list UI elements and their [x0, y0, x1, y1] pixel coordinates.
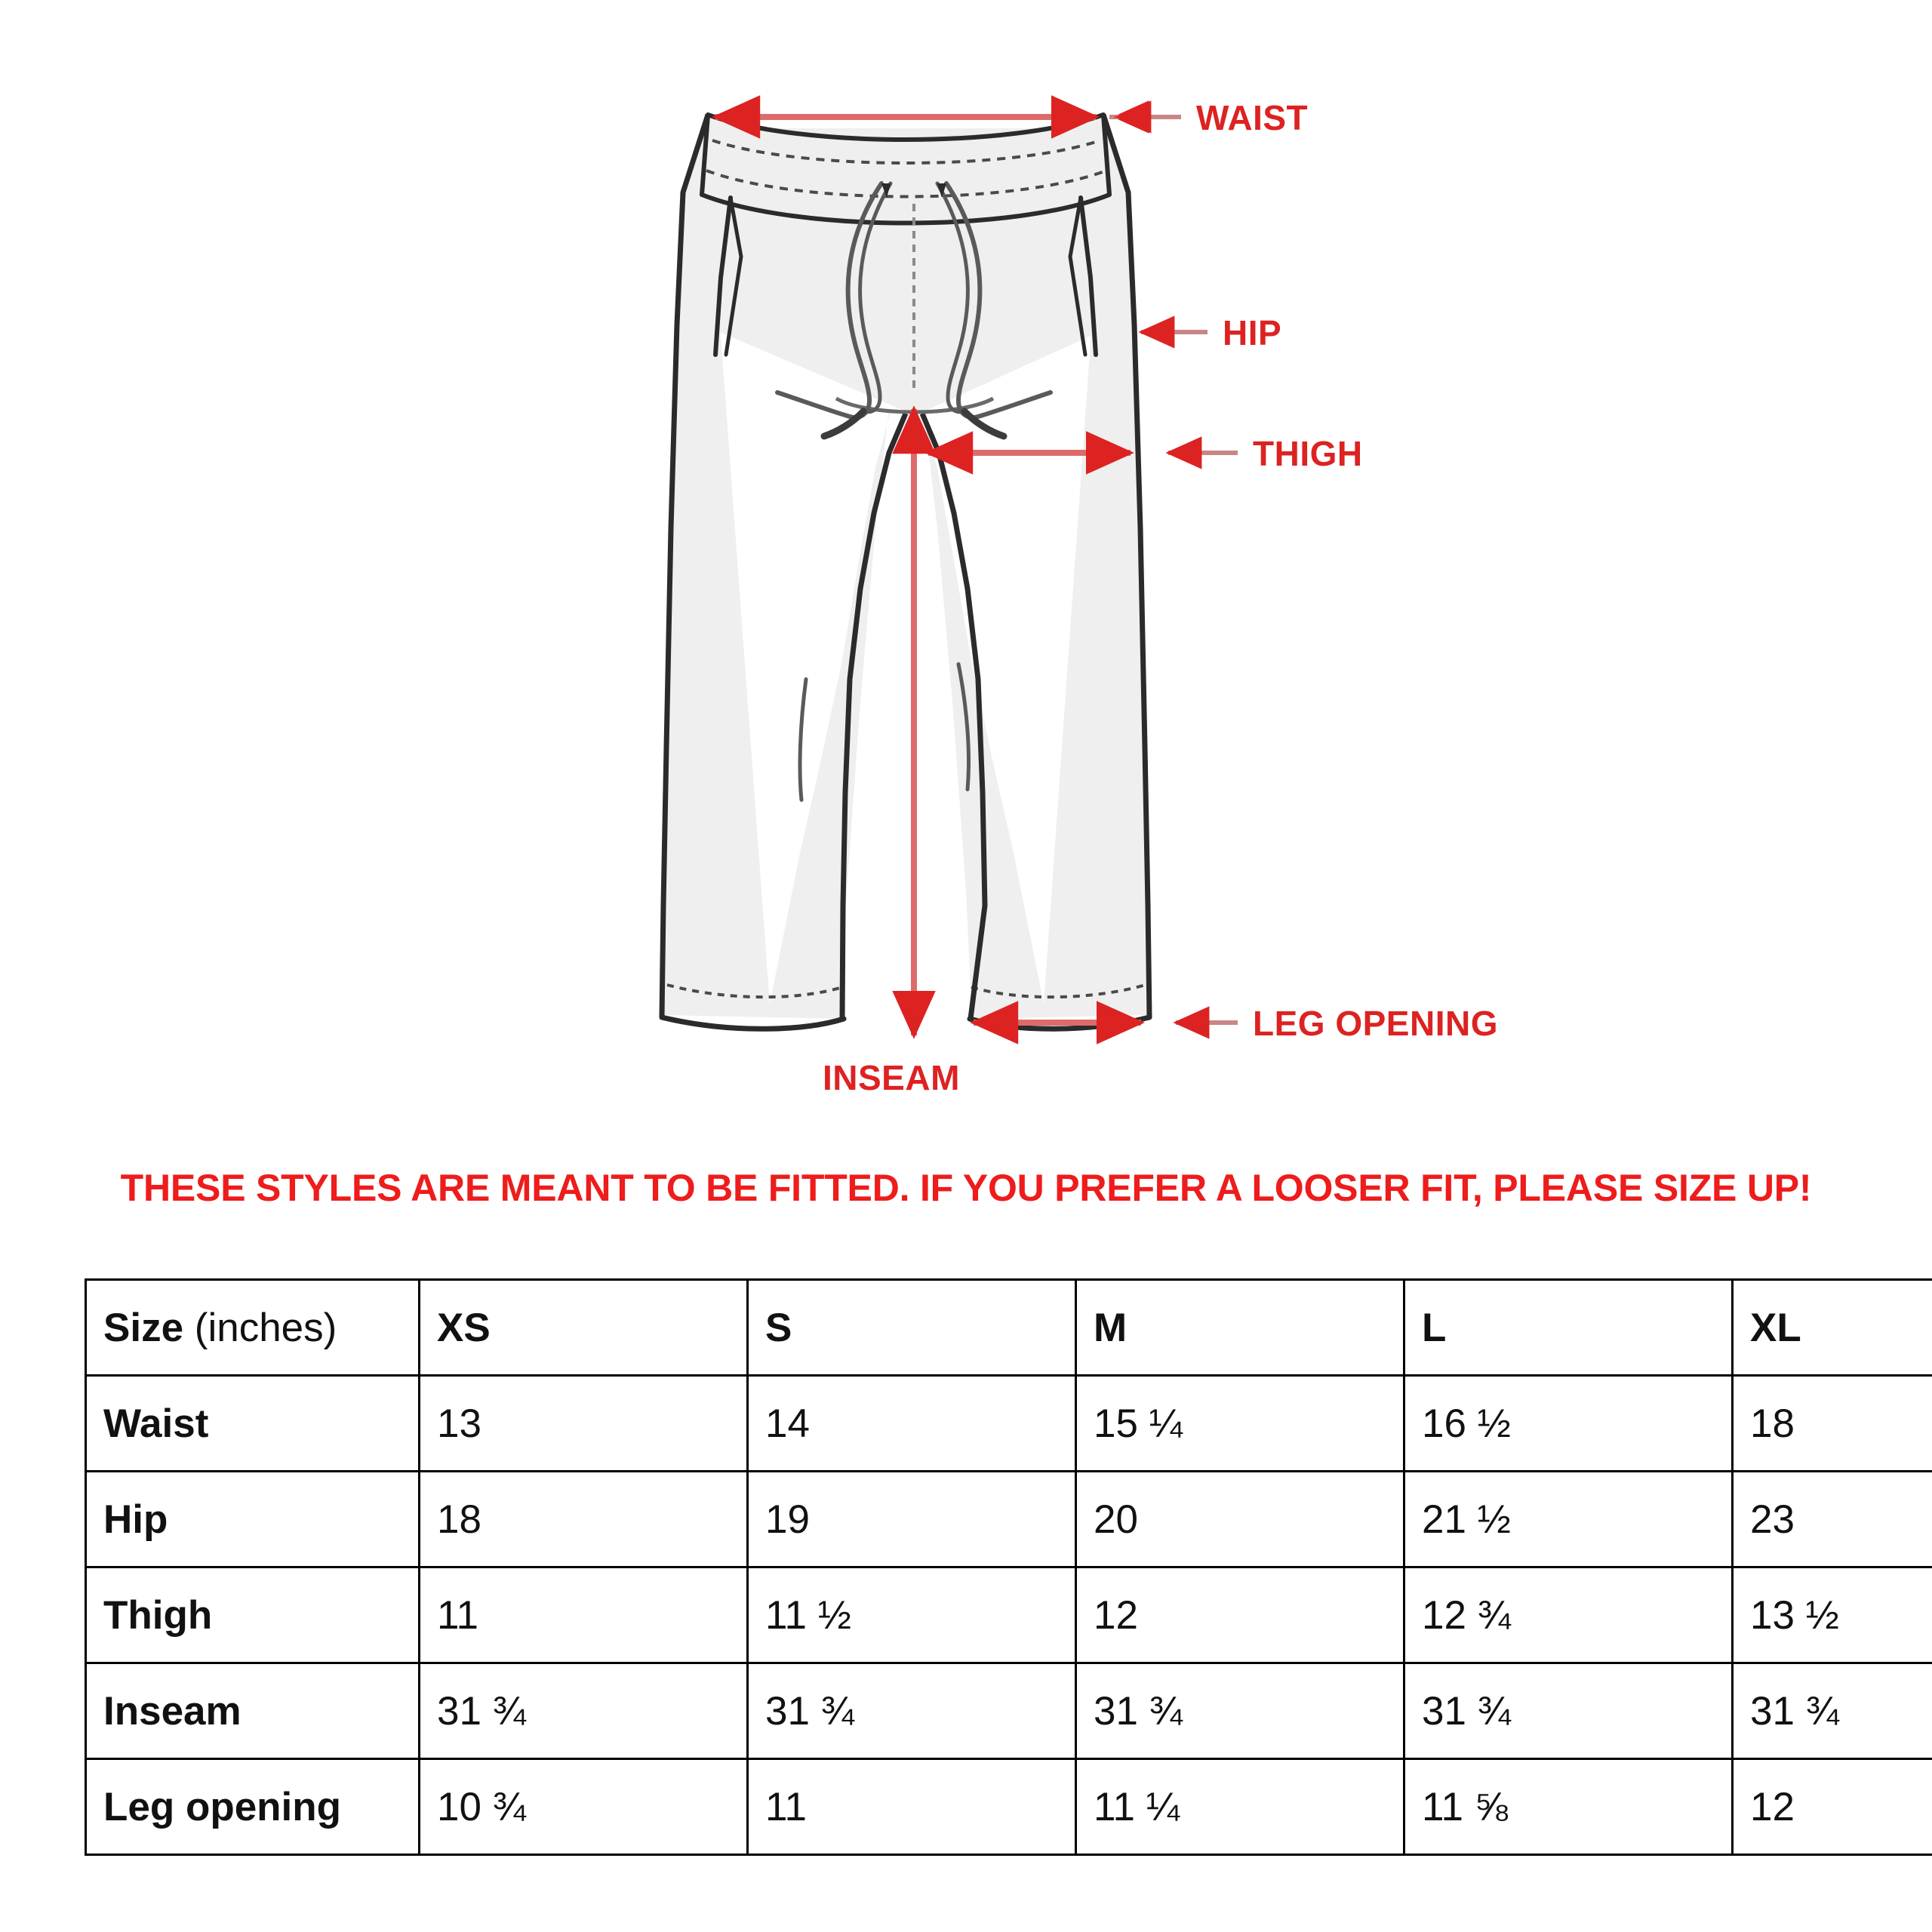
size-chart-head: Size (inches) XS S M L XL — [85, 1278, 1932, 1377]
cell-leg-opening-xl: 12 — [1731, 1758, 1932, 1856]
fit-notice: THESE STYLES ARE MEANT TO BE FITTED. IF … — [120, 1167, 1812, 1209]
hip-annotation: HIP — [1138, 313, 1281, 352]
cell-waist-l: 16 ½ — [1403, 1374, 1734, 1472]
cell-hip-m: 20 — [1075, 1470, 1405, 1568]
cell-hip-xl: 23 — [1731, 1470, 1932, 1568]
thigh-label: THIGH — [1253, 434, 1363, 473]
drawstring-left-cord — [775, 181, 884, 420]
corner-label-regular: (inches) — [194, 1305, 337, 1350]
left-leg-wrinkle — [798, 677, 808, 802]
row-label-leg-opening: Leg opening — [85, 1758, 420, 1856]
cell-thigh-s: 11 ½ — [746, 1566, 1077, 1664]
right-hem-stitch — [971, 983, 1146, 999]
hip-label: HIP — [1223, 313, 1281, 352]
cell-leg-opening-s: 11 — [746, 1758, 1077, 1856]
pants-illustration — [659, 112, 1152, 1032]
left-eyelet-notch — [881, 183, 891, 198]
right-pocket-bag — [1068, 195, 1088, 357]
column-header-xl: XL — [1731, 1278, 1932, 1377]
size-chart-table-container: Size (inches) XS S M L XL Waist 13 14 15… — [85, 1278, 1932, 1856]
table-row: Waist 13 14 15 ¼ 16 ½ 18 — [85, 1374, 1932, 1472]
cell-waist-s: 14 — [746, 1374, 1077, 1472]
corner-label-bold: Size — [103, 1305, 184, 1350]
waistband-right-edge — [1101, 114, 1112, 195]
left-hem — [659, 1014, 847, 1032]
cell-thigh-xs: 11 — [418, 1566, 749, 1664]
left-pocket-bag — [724, 195, 743, 357]
table-corner-header: Size (inches) — [85, 1278, 420, 1377]
cell-inseam-l: 31 ¾ — [1403, 1662, 1734, 1760]
cell-hip-xs: 18 — [418, 1470, 749, 1568]
row-label-waist: Waist — [85, 1374, 420, 1472]
drawstring-left-tail — [820, 408, 867, 440]
leg-opening-annotation: LEG OPENING — [970, 1001, 1498, 1044]
column-header-l: L — [1403, 1278, 1734, 1377]
left-inseam-line — [839, 412, 909, 1020]
cell-leg-opening-m: 11 ¼ — [1075, 1758, 1405, 1856]
table-header-row: Size (inches) XS S M L XL — [85, 1278, 1932, 1377]
left-pocket-opening — [713, 195, 733, 357]
row-label-hip: Hip — [85, 1470, 420, 1568]
cell-inseam-xl: 31 ¾ — [1731, 1662, 1932, 1760]
corner-label-unit — [183, 1306, 195, 1350]
column-header-xs: XS — [418, 1278, 749, 1377]
cell-thigh-xl: 13 ½ — [1731, 1566, 1932, 1664]
inseam-annotation: INSEAM — [823, 405, 960, 1097]
drawstring-right-cord-inner — [935, 181, 970, 414]
leg-opening-label: LEG OPENING — [1253, 1004, 1498, 1043]
cell-leg-opening-xs: 10 ¾ — [418, 1758, 749, 1856]
pants-technical-drawing: WAIST HIP THIGH LEG OPENING INSEAM — [659, 95, 1498, 1097]
cell-waist-m: 15 ¼ — [1075, 1374, 1405, 1472]
right-eyelet-notch — [937, 183, 946, 198]
table-row: Leg opening 10 ¾ 11 11 ¼ 11 ⅝ 12 — [85, 1758, 1932, 1856]
row-label-thigh: Thigh — [85, 1566, 420, 1664]
waistband-stitch-upper — [712, 139, 1101, 165]
waistband-fill — [702, 115, 1109, 223]
cell-thigh-l: 12 ¾ — [1403, 1566, 1734, 1664]
waist-label: WAIST — [1196, 98, 1308, 137]
cell-waist-xl: 18 — [1731, 1374, 1932, 1472]
cell-hip-s: 19 — [746, 1470, 1077, 1568]
left-leg-panel — [663, 128, 891, 1019]
drawstring-left-cord-inner — [858, 181, 893, 414]
column-header-s: S — [746, 1278, 1077, 1377]
left-side-seam — [659, 113, 711, 1018]
cell-thigh-m: 12 — [1075, 1566, 1405, 1664]
size-chart-table: Size (inches) XS S M L XL Waist 13 14 15… — [85, 1278, 1932, 1856]
right-leg-wrinkle — [956, 662, 971, 792]
table-row: Inseam 31 ¾ 31 ¾ 31 ¾ 31 ¾ 31 ¾ — [85, 1662, 1932, 1760]
thigh-annotation: THIGH — [924, 431, 1363, 475]
cell-waist-xs: 13 — [418, 1374, 749, 1472]
cell-inseam-xs: 31 ¾ — [418, 1662, 749, 1760]
waistband-bottom-outline — [700, 192, 1112, 226]
row-label-inseam: Inseam — [85, 1662, 420, 1760]
table-row: Hip 18 19 20 21 ½ 23 — [85, 1470, 1932, 1568]
right-pocket-opening — [1078, 195, 1098, 357]
waistband-stitch-lower — [706, 169, 1107, 198]
drawstring-right-cord — [944, 181, 1053, 420]
left-hem-stitch — [666, 983, 843, 999]
cell-hip-l: 21 ½ — [1403, 1470, 1734, 1568]
size-chart-body: Waist 13 14 15 ¼ 16 ½ 18 Hip 18 19 20 21… — [85, 1374, 1932, 1856]
cell-inseam-m: 31 ¾ — [1075, 1662, 1405, 1760]
cell-leg-opening-l: 11 ⅝ — [1403, 1758, 1734, 1856]
waistband-left-edge — [700, 114, 710, 195]
table-row: Thigh 11 11 ½ 12 12 ¾ 13 ½ — [85, 1566, 1932, 1664]
right-side-seam — [1100, 113, 1152, 1018]
measurement-diagram: WAIST HIP THIGH LEG OPENING INSEAM — [659, 95, 1498, 1097]
inseam-label: INSEAM — [823, 1058, 960, 1097]
cell-inseam-s: 31 ¾ — [746, 1662, 1077, 1760]
waist-annotation: WAIST — [712, 95, 1308, 139]
column-header-m: M — [1075, 1278, 1405, 1377]
